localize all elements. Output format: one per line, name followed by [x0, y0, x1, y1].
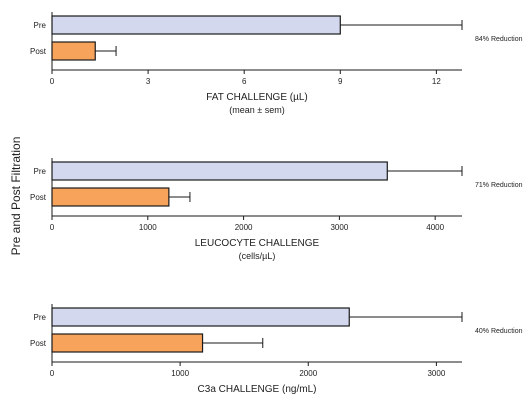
category-label-pre: Pre — [34, 313, 47, 322]
bar-pre — [51, 15, 341, 35]
category-label-post: Post — [30, 193, 47, 202]
reduction-annotation: 40% Reduction — [475, 328, 523, 335]
x-tick-label: 1000 — [171, 369, 189, 378]
bar-pre — [51, 161, 388, 181]
x-tick-label: 3000 — [427, 369, 445, 378]
x-tick-label: 2000 — [299, 369, 317, 378]
category-label-post: Post — [30, 47, 47, 56]
x-tick-label: 12 — [432, 77, 441, 86]
x-axis-sublabel: (mean ± sem) — [229, 105, 284, 115]
x-tick-label: 1000 — [139, 223, 157, 232]
x-axis-sublabel: (cells/µL) — [239, 251, 276, 261]
x-tick-label: 4000 — [426, 223, 444, 232]
category-label-pre: Pre — [34, 21, 47, 30]
x-tick-label: 0 — [50, 77, 55, 86]
reduction-annotation: 71% Reduction — [475, 182, 523, 189]
chart-panel-1: Pre Post 0 3 6 9 12 FAT CHALLENGE (µL) (mean ± s… — [30, 12, 523, 115]
x-tick-label: 6 — [242, 77, 247, 86]
x-tick-label: 2000 — [235, 223, 253, 232]
x-tick-label: 9 — [338, 77, 343, 86]
x-axis-label: FAT CHALLENGE (µL) — [206, 92, 308, 103]
x-axis-label: LEUCOCYTE CHALLENGE — [195, 238, 320, 249]
x-tick-label: 0 — [50, 223, 55, 232]
reduction-annotation: 84% Reduction — [475, 36, 523, 43]
category-label-post: Post — [30, 339, 47, 348]
chart-panel-2: Pre Post 0 1000 2000 3000 4000 LEUCOCYTE CHALLE… — [30, 158, 523, 261]
chart-panels: Pre Post 0 3 6 9 12 FAT CHALLENGE (µL) (mean ± s… — [30, 12, 523, 395]
category-label-pre: Pre — [34, 167, 47, 176]
x-axis-label: C3a CHALLENGE (ng/mL) — [198, 384, 317, 395]
x-tick-label: 3 — [146, 77, 151, 86]
bar-post — [51, 41, 96, 61]
bar-pre — [51, 307, 350, 327]
bar-post — [51, 333, 204, 353]
x-tick-label: 0 — [50, 369, 55, 378]
bar-post — [51, 187, 170, 207]
x-tick-label: 3000 — [330, 223, 348, 232]
side-axis-label: Pre and Post Filtration — [9, 137, 23, 256]
chart-panel-3: Pre Post 0 1000 2000 3000 C3a CHALLENGE (ng/mL… — [30, 304, 523, 395]
